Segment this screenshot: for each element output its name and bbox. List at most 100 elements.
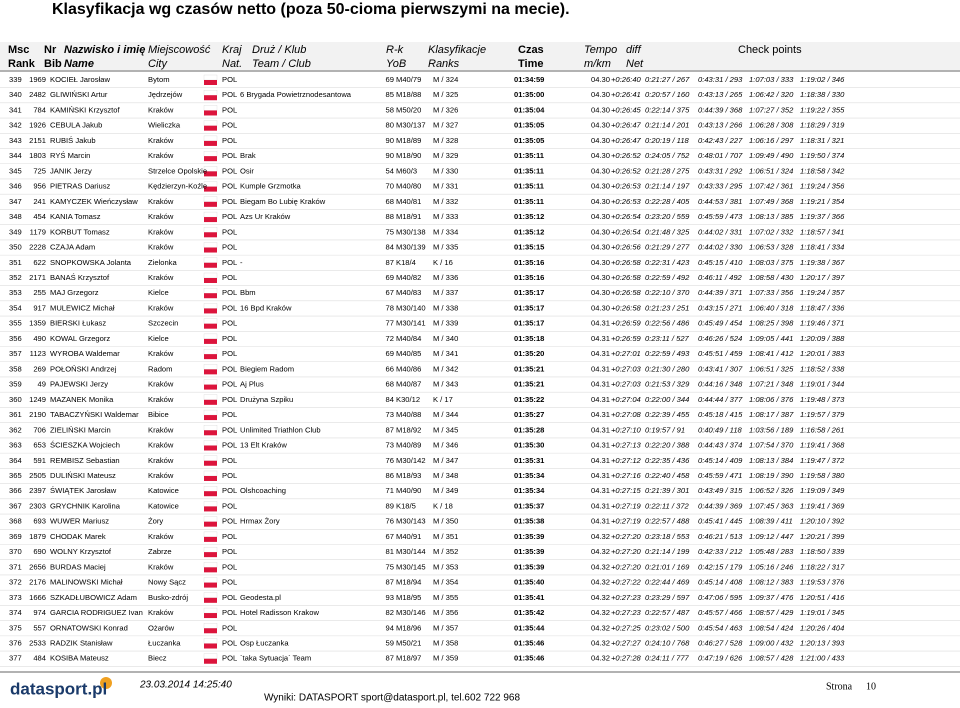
cell: 0:45:51 / 459	[698, 349, 743, 358]
cell: 484	[33, 654, 46, 663]
page-label: Strona	[826, 681, 853, 692]
cell: +0:26:58	[611, 273, 642, 282]
cell: +0:27:22	[611, 578, 642, 587]
cell: 1:19:22 / 355	[800, 105, 845, 114]
cell: M40/80	[396, 182, 421, 191]
cell: 358	[9, 364, 22, 373]
cell: 04.31	[591, 334, 610, 343]
flag-white	[203, 257, 218, 263]
cell: POL	[222, 547, 237, 556]
cell: WYROBA Waldemar	[50, 349, 120, 358]
cell: 0:48:01 / 707	[698, 151, 743, 160]
cell: M / 354	[433, 578, 458, 587]
cell: 87	[386, 425, 394, 434]
cell: POL	[222, 227, 237, 236]
cell: 1879	[29, 532, 46, 541]
cell: M18/89	[396, 136, 421, 145]
cell: Kraków	[148, 136, 174, 145]
cell: 04.31	[591, 517, 610, 526]
cell: 364	[9, 456, 22, 465]
cell: 1359	[29, 319, 46, 328]
cell: 2151	[29, 136, 46, 145]
cell: M30/139	[396, 243, 426, 252]
cell: POL	[222, 380, 237, 389]
cell: M / 349	[433, 486, 458, 495]
cell: +0:27:08	[611, 410, 642, 419]
cell: 1:19:24 / 357	[800, 288, 845, 297]
cell: M / 352	[433, 547, 458, 556]
cell: 557	[33, 623, 46, 632]
cell: M30/140	[396, 303, 426, 312]
flag-red	[204, 186, 217, 192]
cell: 2656	[29, 562, 46, 571]
cell: 0:22:00 / 344	[645, 395, 689, 404]
cell: 04.30	[591, 212, 610, 221]
cell: 49	[38, 380, 46, 389]
flag-white	[203, 211, 218, 218]
cell: 1:08:12 / 383	[749, 578, 794, 587]
flag-white	[203, 120, 218, 126]
cell: Kraków	[148, 608, 174, 617]
cell: 1:16:58 / 261	[800, 425, 844, 434]
cell: 01:35:12	[514, 212, 544, 221]
cell: 0:22:57 / 488	[645, 517, 690, 526]
cell: 346	[9, 182, 22, 191]
cell: 0:21:01 / 169	[645, 562, 690, 571]
cell: Kraków	[148, 425, 174, 434]
column-header: Druż / Klub	[252, 44, 306, 56]
cell: 1803	[29, 151, 46, 160]
cell: +0:27:28	[611, 654, 642, 663]
flag-red	[204, 536, 217, 542]
cell: 0:22:59 / 493	[645, 349, 690, 358]
flag-red	[204, 415, 217, 421]
cell: +0:26:52	[611, 151, 642, 160]
cell: 974	[33, 608, 46, 617]
cell: 490	[33, 334, 46, 343]
cell: POL	[222, 593, 237, 602]
cell: +0:26:53	[611, 197, 642, 206]
cell: 04.32	[591, 654, 610, 663]
cell: 1969	[29, 75, 46, 84]
cell: +0:26:59	[611, 334, 642, 343]
cell: DULIŃSKI Mateusz	[50, 471, 116, 480]
cell: +0:27:27	[611, 639, 642, 648]
column-header: Check points	[738, 44, 802, 56]
cell: Żory	[148, 517, 163, 526]
cell: POL	[222, 136, 237, 145]
cell: 67	[386, 532, 394, 541]
cell: 1:07:33 / 356	[749, 288, 794, 297]
cell: M40/90	[396, 486, 421, 495]
cell: 01:35:31	[514, 456, 545, 465]
cell: 04.32	[591, 562, 610, 571]
cell: 1:19:21 / 354	[800, 197, 844, 206]
cell: M / 334	[433, 227, 458, 236]
cell: 78	[386, 303, 394, 312]
cell: Olshcoaching	[240, 486, 286, 495]
cell: 377	[9, 654, 22, 663]
cell: 622	[33, 258, 46, 267]
cell: M30/144	[396, 547, 426, 556]
cell: Aj Plus	[240, 380, 264, 389]
cell: 04.32	[591, 623, 610, 632]
cell: 0:22:14 / 375	[645, 105, 690, 114]
cell: Radom	[148, 364, 172, 373]
flag-red	[204, 95, 217, 101]
cell: Kraków	[148, 151, 174, 160]
flag-white	[203, 318, 218, 324]
cell: 0:21:27 / 267	[645, 75, 690, 84]
cell: 76	[386, 517, 394, 526]
cell: CHODAK Marek	[50, 532, 106, 541]
cell: 0:47:06 / 595	[698, 593, 743, 602]
cell: 04.30	[591, 105, 610, 114]
cell: 0:46:21 / 513	[698, 532, 743, 541]
cell: 84	[386, 243, 394, 252]
cell: 0:45:14 / 409	[698, 456, 743, 465]
cell: 351	[9, 258, 22, 267]
cell: 340	[9, 90, 22, 99]
cell: Biegam Bo Lubię Kraków	[240, 197, 326, 206]
cell: Kraków	[148, 456, 174, 465]
cell: Kumple Grzmotka	[240, 182, 302, 191]
cell: WUWER Mariusz	[50, 517, 109, 526]
cell: +0:26:45	[611, 105, 642, 114]
cell: M / 344	[433, 410, 458, 419]
